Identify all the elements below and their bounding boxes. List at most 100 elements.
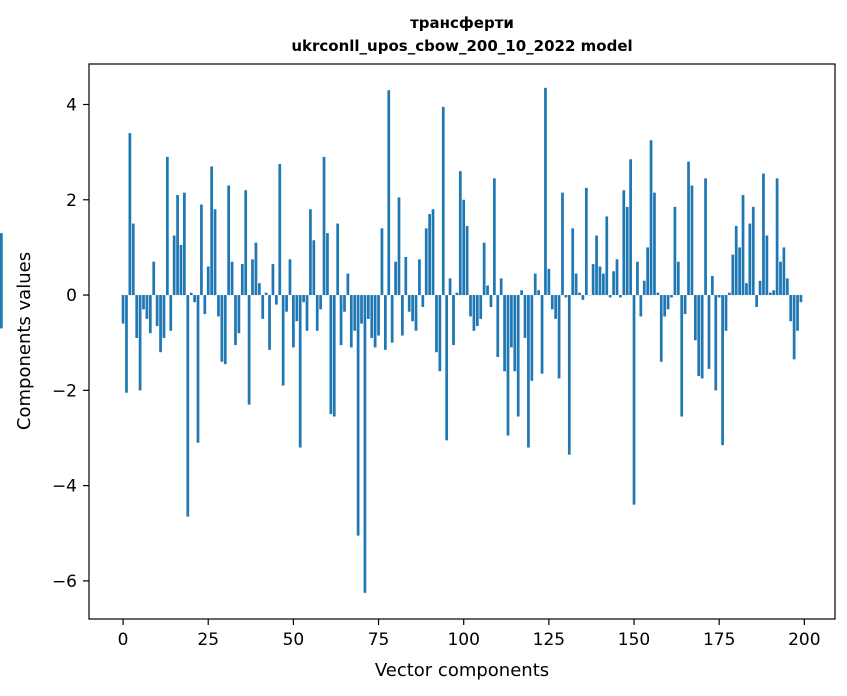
bar-19 <box>186 295 190 517</box>
bar-20 <box>189 292 193 296</box>
bar-158 <box>659 295 663 362</box>
bar-33 <box>234 295 237 346</box>
bar-126 <box>550 295 554 310</box>
bar-95 <box>445 295 449 441</box>
y-tick-label-2: 2 <box>66 191 77 211</box>
bar-99 <box>458 171 462 296</box>
bar-4 <box>135 295 139 338</box>
bar-116 <box>516 295 520 417</box>
bar-193 <box>779 261 782 296</box>
bar-177 <box>724 295 728 331</box>
x-tick-label-25: 25 <box>197 630 219 650</box>
bar-101 <box>465 225 469 296</box>
bar-178 <box>728 292 731 296</box>
bar-180 <box>734 225 738 296</box>
bar-146 <box>619 295 622 298</box>
bar-186 <box>755 295 759 307</box>
bar-70 <box>360 295 363 324</box>
x-tick-label-50: 50 <box>283 630 305 650</box>
bar-22 <box>196 295 200 443</box>
bar-112 <box>503 295 506 372</box>
bar-27 <box>213 209 217 296</box>
bar-14 <box>169 295 173 331</box>
bar-97 <box>452 295 455 346</box>
bar-12 <box>162 295 166 338</box>
bar-165 <box>683 295 687 315</box>
bar-8 <box>148 295 152 334</box>
bar-44 <box>271 264 275 296</box>
plot-frame <box>88 63 836 620</box>
bar-59 <box>322 156 326 296</box>
bar-166 <box>687 161 690 296</box>
bar-0 <box>121 295 125 324</box>
bar-191 <box>772 290 776 296</box>
x-tick-label-125: 125 <box>533 630 565 650</box>
bar-155 <box>649 140 653 296</box>
bar-26 <box>210 166 213 296</box>
bar-79 <box>390 295 394 343</box>
bar-132 <box>571 228 575 296</box>
bar-78 <box>387 90 391 296</box>
bar-131 <box>567 295 571 455</box>
bar-9 <box>152 261 156 296</box>
bar-96 <box>448 278 452 296</box>
bar-159 <box>663 295 667 317</box>
bar-40 <box>257 283 261 296</box>
bar-64 <box>339 295 343 346</box>
bar-24 <box>203 295 207 315</box>
bar-110 <box>496 295 500 357</box>
bar-75 <box>377 295 380 336</box>
bar-91 <box>431 209 435 296</box>
bar-29 <box>220 295 224 362</box>
bar-81 <box>397 197 401 296</box>
bar-115 <box>513 295 517 372</box>
bar-113 <box>506 295 510 436</box>
bar-6 <box>142 295 145 310</box>
bar-170 <box>700 295 704 379</box>
bar-168 <box>693 295 697 341</box>
bar-135 <box>581 295 585 300</box>
bar-83 <box>404 256 408 296</box>
bar-118 <box>523 295 527 338</box>
bar-172 <box>707 295 711 369</box>
bar-139 <box>595 235 598 296</box>
bar-123 <box>540 295 544 374</box>
bar-192 <box>775 178 779 296</box>
bar-37 <box>247 295 251 405</box>
bar-89 <box>424 228 428 296</box>
bar-55 <box>309 209 312 296</box>
bar-184 <box>748 223 752 296</box>
chart-title-line1: трансферти <box>410 14 514 32</box>
bar-182 <box>741 195 745 296</box>
bar-111 <box>499 278 503 296</box>
bar-130 <box>564 295 568 298</box>
bar-194 <box>782 247 786 296</box>
bar-87 <box>418 259 421 296</box>
y-tick-label--6: −6 <box>52 572 77 592</box>
bar-181 <box>738 247 741 296</box>
x-tick-label-200: 200 <box>788 630 820 650</box>
y-tick-label-0: 0 <box>66 286 77 306</box>
bar-17 <box>179 245 183 296</box>
bar-144 <box>612 271 615 296</box>
bar-84 <box>407 295 411 312</box>
y-axis-title: Components values <box>14 252 35 430</box>
bar-176 <box>721 295 724 446</box>
bar-143 <box>608 295 612 298</box>
bar-195 <box>785 278 789 296</box>
bar-63 <box>336 223 340 296</box>
x-tick-label-175: 175 <box>703 630 735 650</box>
bar-61 <box>329 295 333 415</box>
chart-title-line2: ukrconll_upos_cbow_200_10_2022 model <box>291 37 632 55</box>
x-tick-label-0: 0 <box>118 630 129 650</box>
bar-54 <box>305 295 309 331</box>
bar-74 <box>373 295 377 348</box>
bar-157 <box>656 292 660 296</box>
bar-58 <box>319 295 322 310</box>
bar-147 <box>622 190 626 296</box>
bar-136 <box>584 187 588 296</box>
bar-108 <box>489 295 493 307</box>
bar-141 <box>602 273 605 296</box>
bar-106 <box>482 242 486 296</box>
bar-187 <box>758 280 762 296</box>
